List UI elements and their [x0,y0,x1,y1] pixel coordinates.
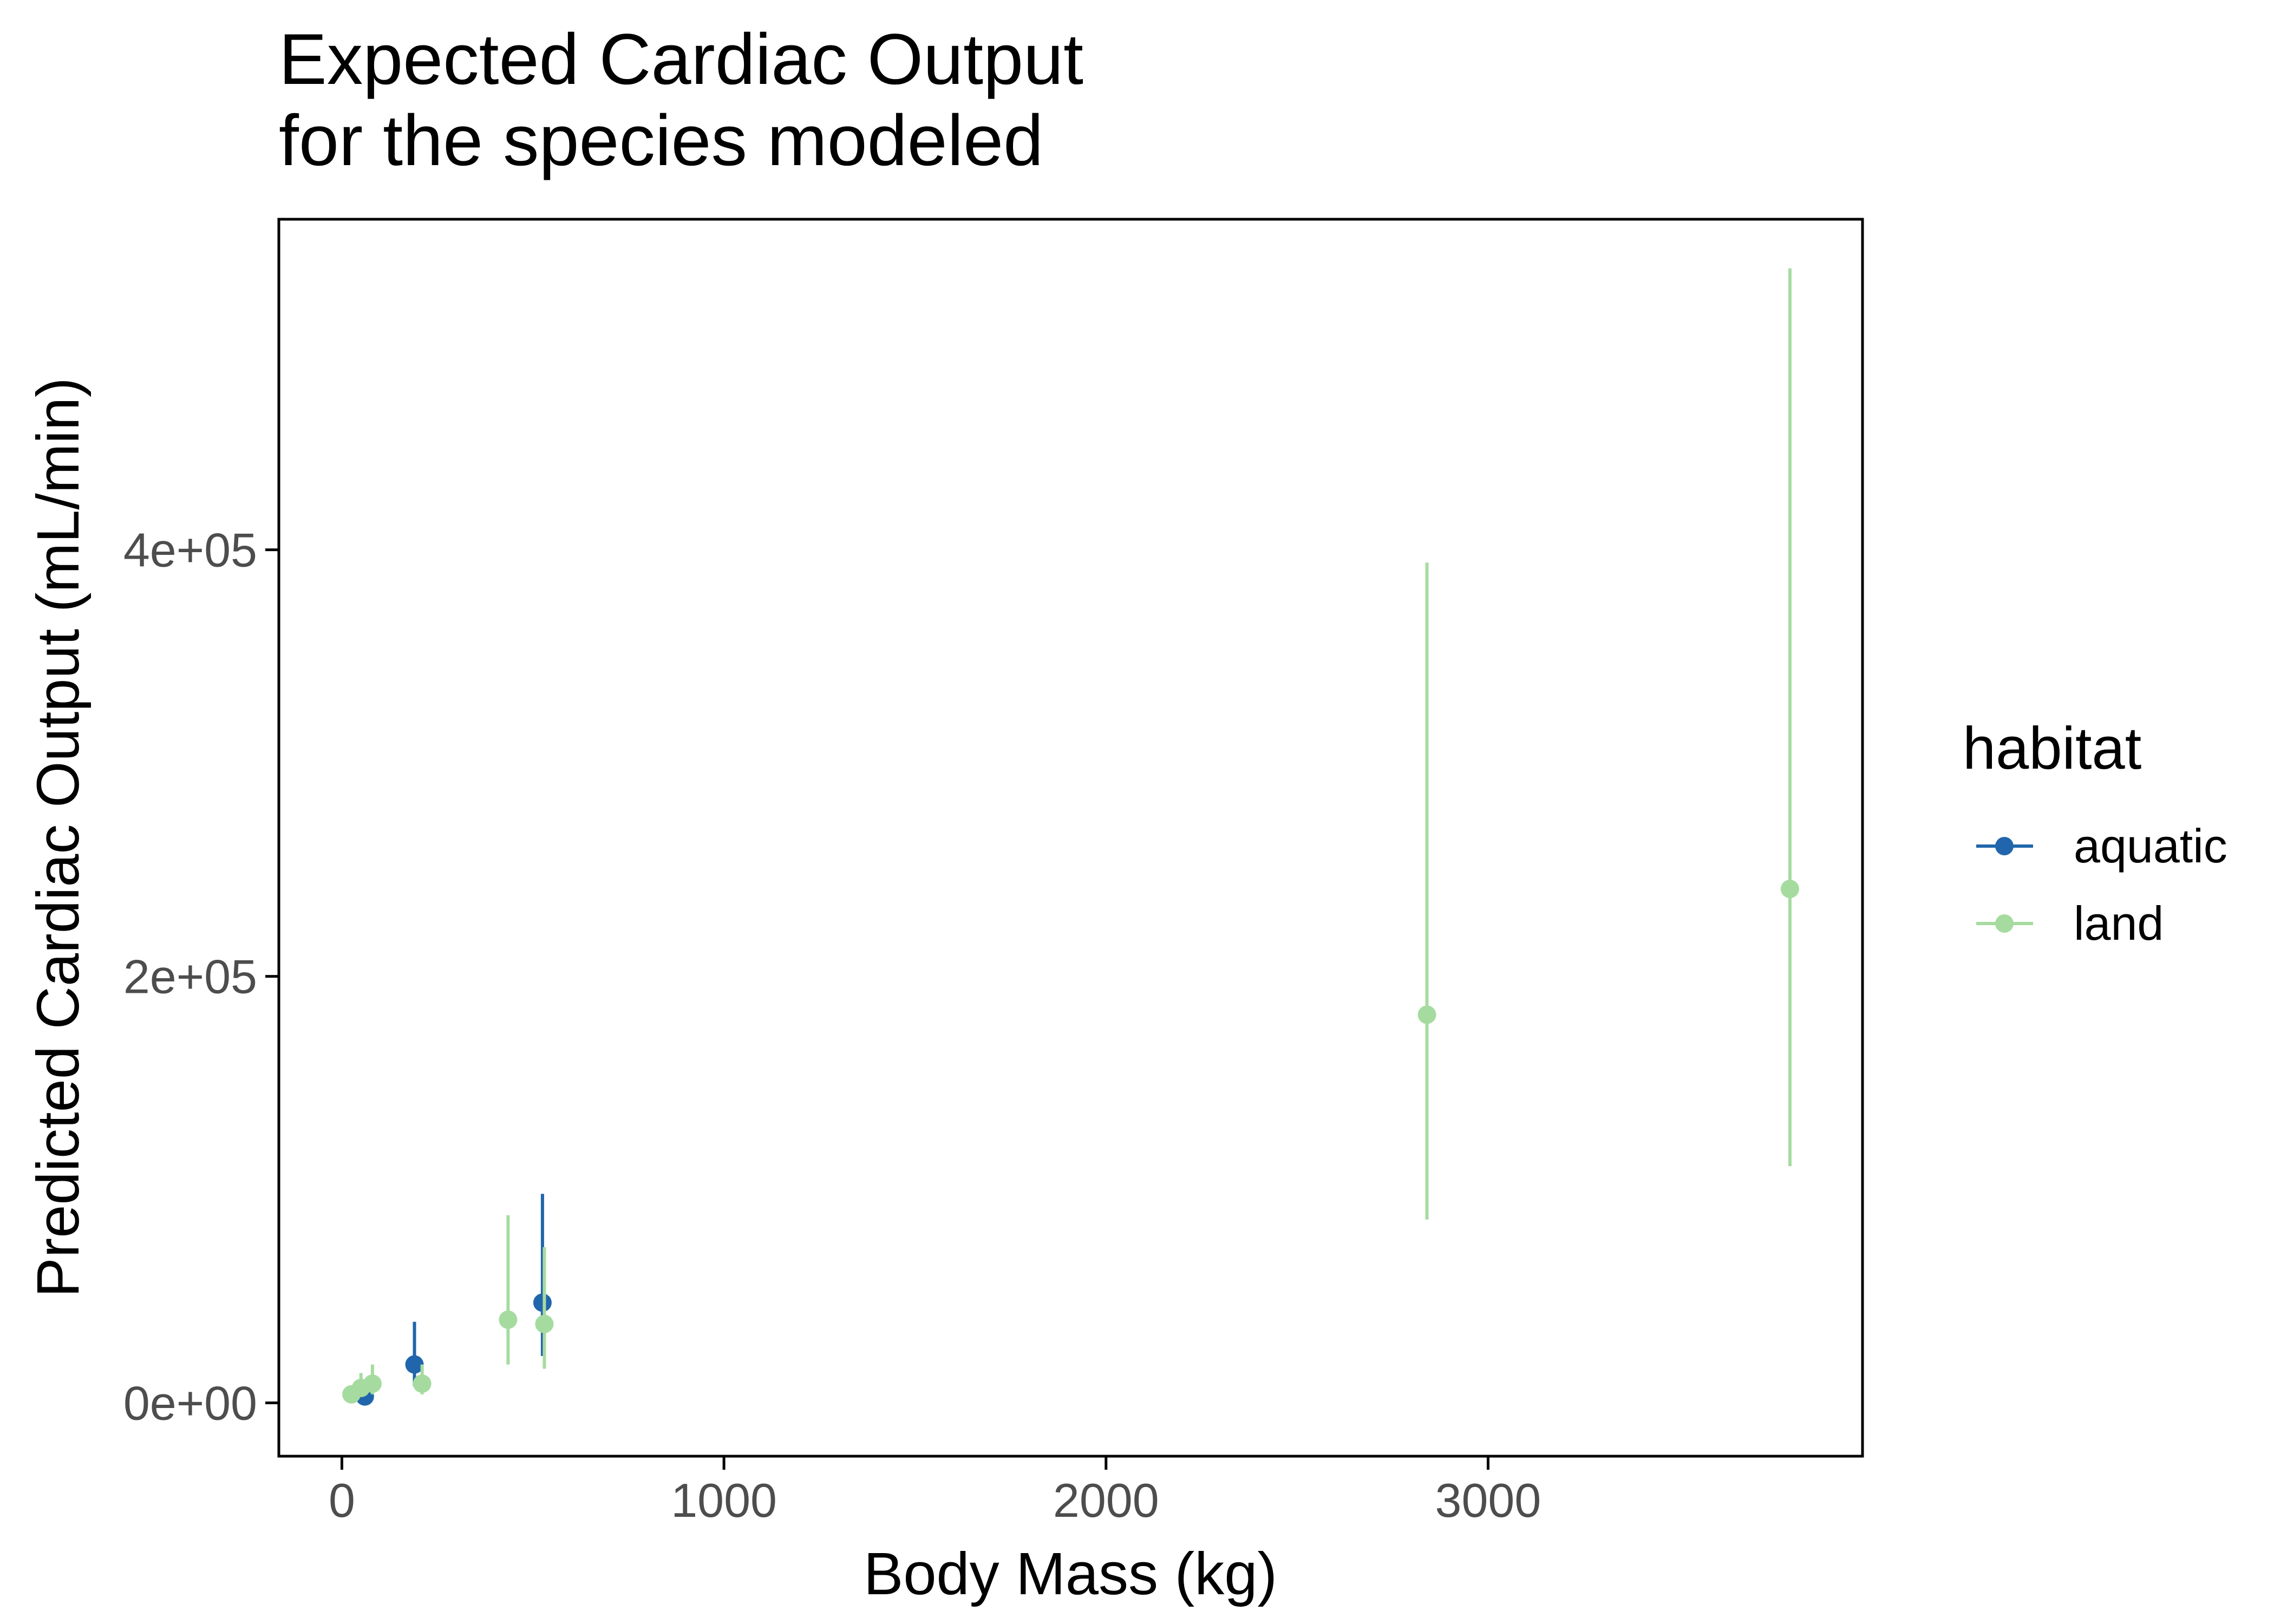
y-axis: 0e+00 2e+05 4e+05 [123,523,279,1430]
x-axis: 0 1000 2000 3000 [329,1456,1541,1527]
data-point-aquatic [533,1293,552,1312]
legend-label-aquatic: aquatic [2074,819,2227,873]
y-axis-title: Predicted Cardiac Output (mL/min) [25,377,92,1298]
data-point-land [1780,880,1799,899]
legend-key-point-land [1995,914,2014,933]
data-point-land [363,1374,382,1393]
data-point-land [1417,1005,1436,1024]
data-marks [342,268,1799,1406]
x-axis-title: Body Mass (kg) [864,1541,1277,1607]
data-point-land [535,1314,554,1333]
y-tick-label: 2e+05 [123,950,257,1004]
legend-title: habitat [1963,715,2141,782]
data-point-land [499,1310,518,1329]
data-point-aquatic [405,1355,424,1374]
plot-panel [277,218,1864,1458]
legend: habitat aquatic land [1963,715,2227,950]
chart-title-line-1: Expected Cardiac Output [279,19,1083,100]
x-tick-label: 0 [329,1474,355,1527]
x-tick-label: 2000 [1053,1474,1159,1527]
chart-title-line-2: for the species modeled [279,101,1043,181]
legend-entry-land: land [1976,896,2164,950]
x-tick-label: 3000 [1435,1474,1541,1527]
legend-key-point-aquatic [1995,837,2014,855]
legend-entry-aquatic: aquatic [1976,819,2227,873]
legend-label-land: land [2074,896,2164,950]
y-tick-label: 4e+05 [123,523,257,577]
x-tick-label: 1000 [671,1474,777,1527]
y-tick-label: 0e+00 [123,1377,257,1430]
series-land [342,268,1799,1404]
data-point-land [413,1374,432,1393]
